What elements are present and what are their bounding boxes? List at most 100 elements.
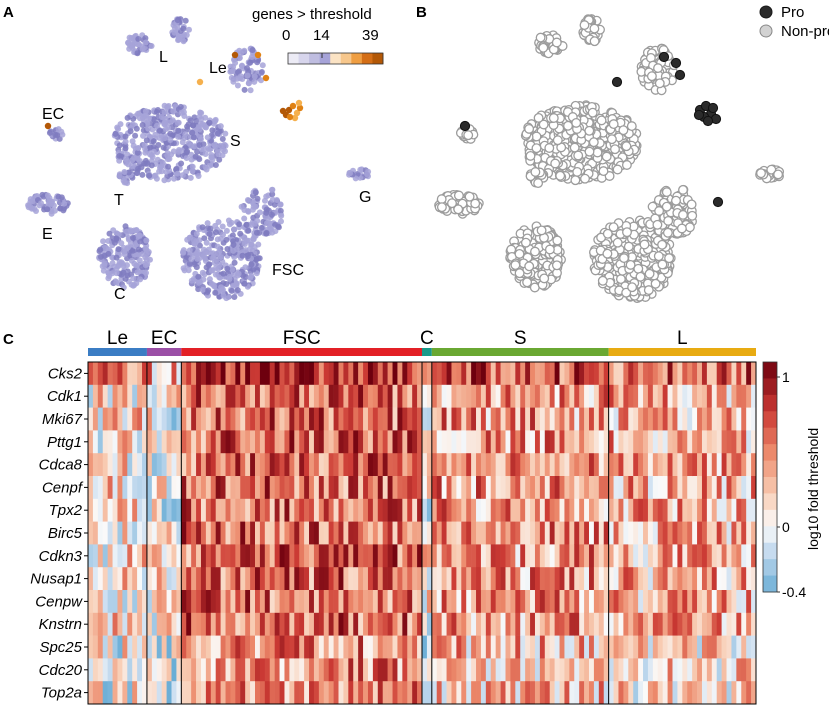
heatmap-cell (736, 567, 742, 591)
heatmap-cell (215, 544, 221, 568)
heatmap-cell (525, 590, 531, 614)
heatmap-cell (716, 590, 722, 614)
heatmap-cell (151, 476, 158, 500)
point-a (251, 78, 258, 85)
heatmap-cell (240, 590, 246, 614)
heatmap-cell (456, 384, 462, 408)
point-b (514, 268, 525, 279)
heatmap-cell (333, 476, 339, 500)
heatmap-cell (476, 521, 482, 545)
point-a (267, 225, 274, 232)
heatmap-cell (269, 430, 275, 454)
point-a (131, 154, 138, 161)
heatmap-cell (137, 544, 143, 568)
heatmap-cell (284, 567, 290, 591)
heatmap-cell (446, 658, 452, 682)
heatmap-cell (505, 567, 511, 591)
heatmap-cell (117, 612, 123, 636)
heatmap-cell (363, 612, 369, 636)
heatmap-cell (608, 658, 614, 682)
heatmap-cell (608, 384, 614, 408)
gene-label-birc5: Birc5 (48, 525, 83, 542)
heatmap-cell (417, 430, 423, 454)
point-a (46, 129, 53, 136)
heatmap-cell (255, 476, 261, 500)
heatmap-cell (623, 430, 629, 454)
heatmap-cell (137, 384, 143, 408)
heatmap-cell (142, 635, 148, 659)
point-a (122, 133, 129, 140)
point-a (124, 114, 131, 121)
heatmap-cell (117, 430, 123, 454)
heatmap-cell (343, 590, 349, 614)
heatmap-cell (534, 635, 541, 659)
point-a (248, 221, 255, 228)
heatmap-cell (746, 590, 752, 614)
heatmap-cell (196, 498, 202, 522)
heatmap-cell (490, 384, 496, 408)
heatmap-cell (520, 658, 526, 682)
heatmap-cell (240, 544, 246, 568)
heatmap-cell (186, 498, 192, 522)
heatmap-cell (525, 612, 531, 636)
point-a (244, 253, 251, 260)
point-a (228, 74, 235, 81)
heatmap-cell (171, 407, 177, 431)
heatmap-cell (279, 544, 285, 568)
heatmap-cell (176, 544, 182, 568)
heatmap-cell (456, 362, 462, 386)
point-b (436, 194, 447, 205)
heatmap-cell (367, 521, 374, 545)
cluster-a-fsc (180, 217, 263, 302)
heatmap-cell (441, 612, 447, 636)
heatmap-cell (97, 453, 104, 477)
heatmap-cell (220, 681, 226, 705)
heatmap-cell (377, 635, 383, 659)
heatmap-cell (264, 658, 271, 682)
heatmap-cell (333, 498, 339, 522)
heatmap-cell (142, 498, 148, 522)
cluster-a-l (169, 16, 192, 45)
heatmap-cell (574, 635, 580, 659)
heatmap-cell (372, 612, 379, 636)
heatmap-cell (304, 430, 310, 454)
heatmap-cell (544, 453, 550, 477)
heatmap-cell (584, 407, 590, 431)
point-b (524, 123, 535, 134)
heatmap-cell (701, 521, 708, 545)
heatmap-cell (230, 362, 236, 386)
heatmap-cell (530, 430, 536, 454)
heatmap-cell (417, 658, 423, 682)
point-a (161, 177, 168, 184)
point-a (224, 246, 231, 252)
point-a (222, 130, 229, 137)
heatmap-cell (711, 498, 717, 522)
point-a (188, 156, 195, 163)
point-a-pro (254, 51, 262, 59)
point-a (161, 109, 168, 116)
heatmap-cell (107, 407, 113, 431)
heatmap-cell (510, 612, 516, 636)
heatmap-cell (422, 635, 428, 659)
point-b (657, 259, 668, 270)
heatmap-cell (387, 567, 393, 591)
heatmap-cell (264, 544, 271, 568)
heatmap-cell (338, 590, 344, 614)
gene-label-cdca8: Cdca8 (39, 457, 83, 474)
point-a (216, 156, 223, 163)
heatmap-cell (225, 635, 231, 659)
heatmap-cell (358, 453, 364, 477)
heatmap-cell (407, 407, 413, 431)
heatmap-cell (431, 635, 438, 659)
legend-nonpro-label: Non-pro (781, 23, 829, 40)
heatmap-cell (667, 407, 673, 431)
heatmap-cell (584, 544, 590, 568)
heatmap-cell (569, 498, 575, 522)
point-a (253, 229, 260, 236)
heatmap-cell (638, 567, 644, 591)
heatmap-cell (657, 590, 663, 614)
heatmap-cell (721, 544, 727, 568)
heatmap-cell (196, 567, 202, 591)
heatmap-cell (328, 635, 334, 659)
heatmap-cell (200, 384, 207, 408)
